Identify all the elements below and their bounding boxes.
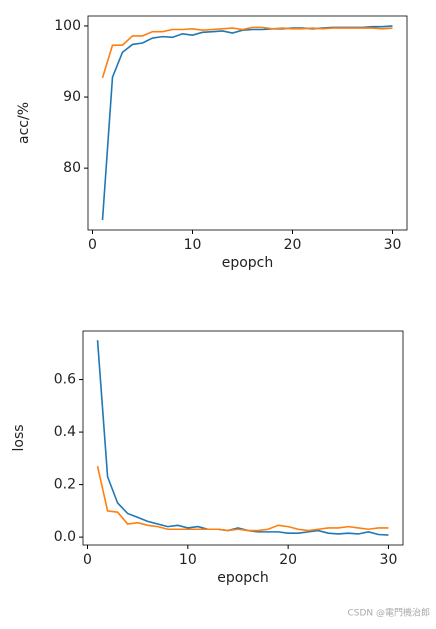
x-tick-label: 0 bbox=[88, 237, 97, 253]
y-tick-label: 80 bbox=[63, 160, 81, 176]
data-line bbox=[96, 466, 389, 532]
y-tick-label: 0.2 bbox=[54, 477, 76, 493]
x-tick-label: 0 bbox=[83, 552, 92, 568]
data-line bbox=[101, 26, 393, 79]
x-tick-label: 10 bbox=[184, 237, 202, 253]
y-axis-label: loss bbox=[11, 424, 27, 451]
x-axis-label: epopch bbox=[222, 255, 274, 271]
x-axis-label: epopch bbox=[217, 570, 269, 586]
y-tick-label: 0.0 bbox=[54, 529, 76, 545]
x-tick-label: 30 bbox=[380, 552, 398, 568]
y-tick-label: 90 bbox=[63, 89, 81, 105]
x-tick-label: 10 bbox=[179, 552, 197, 568]
x-tick-label: 30 bbox=[384, 237, 402, 253]
axes-frame bbox=[82, 330, 404, 546]
y-tick-label: 0.4 bbox=[54, 424, 76, 440]
axes-frame bbox=[87, 15, 408, 231]
x-tick-label: 20 bbox=[284, 237, 302, 253]
y-tick-label: 100 bbox=[54, 18, 81, 34]
x-tick-label: 20 bbox=[279, 552, 297, 568]
y-axis-label: acc/% bbox=[16, 102, 32, 144]
watermark: CSDN @電門機治郎 bbox=[347, 607, 430, 619]
y-tick-label: 0.6 bbox=[54, 372, 76, 388]
